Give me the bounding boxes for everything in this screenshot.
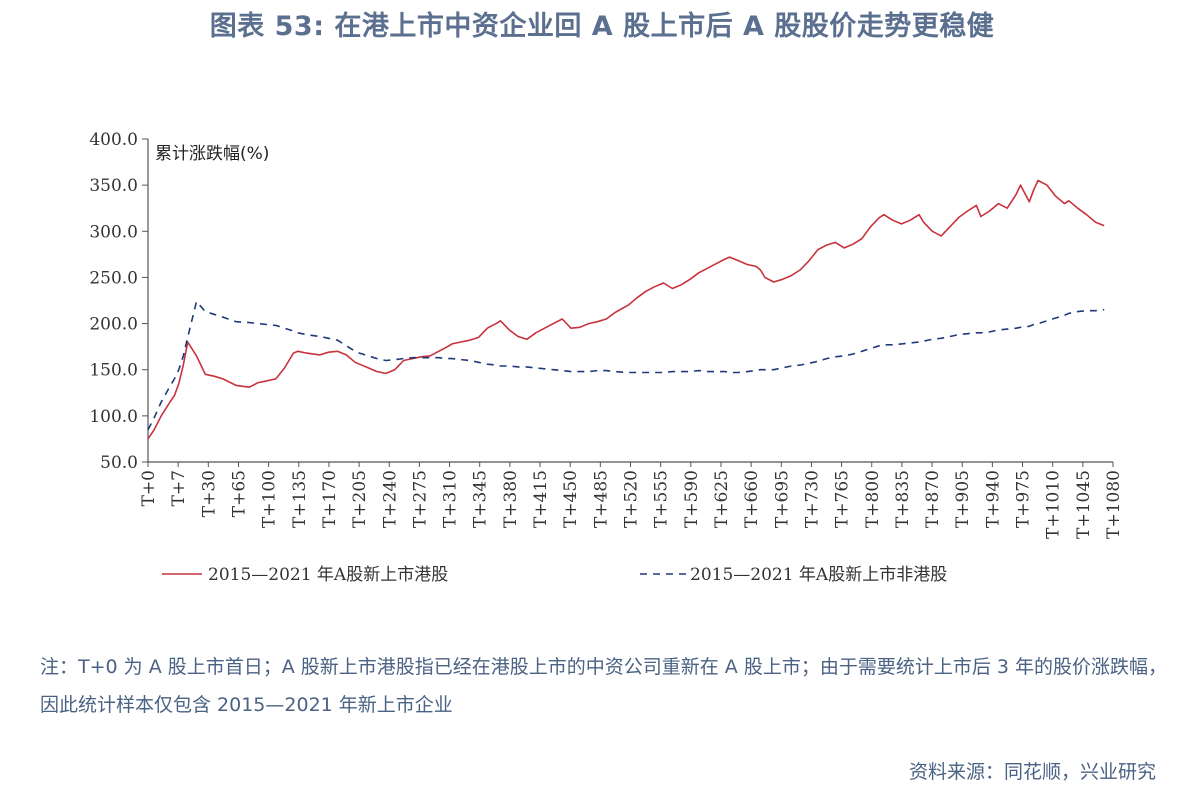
line-chart: 400.0350.0300.0250.0200.0150.0100.050.0 …	[89, 130, 1124, 585]
chart-title: 图表 53: 在港上市中资企业回 A 股上市后 A 股股价走势更稳健	[209, 11, 995, 42]
data-source: 资料来源：同花顺，兴业研究	[908, 761, 1156, 783]
y-axis-ticks: 400.0 350.0 300.0 250.0 200.0 150.0 100.0 50.0	[89, 130, 148, 473]
y-tick-label: 400.0	[89, 130, 138, 150]
x-tick-label: T+730	[802, 470, 822, 528]
series-line-1	[147, 179, 1105, 440]
x-tick-label: T+660	[742, 470, 762, 528]
x-tick-label: T+7	[169, 470, 189, 506]
x-axis-ticks: T+0 T+7 T+30 T+65 T+100 T+135 T+170 T+205 T+240 T…	[139, 462, 1124, 539]
x-tick-label: T+695	[772, 470, 792, 528]
y-axis-label: 累计涨跌幅(%)	[155, 144, 269, 164]
x-tick-label: T+345	[471, 470, 491, 528]
x-tick-label: T+870	[923, 470, 943, 528]
y-tick-label: 200.0	[89, 315, 138, 335]
x-tick-label: T+205	[350, 470, 370, 528]
x-tick-label: T+135	[290, 470, 310, 528]
x-tick-label: T+975	[1014, 470, 1034, 528]
x-tick-label: T+450	[561, 470, 581, 528]
x-tick-label: T+625	[712, 470, 732, 528]
legend: 2015—2021 年A股新上市港股 2015—2021 年A股新上市非港股	[162, 565, 947, 585]
y-tick-label: 250.0	[89, 268, 138, 288]
x-tick-label: T+415	[531, 470, 551, 528]
axes	[147, 139, 1113, 463]
x-tick-label: T+240	[380, 470, 400, 528]
series-line-2	[147, 300, 1105, 431]
x-tick-label: T+100	[260, 470, 280, 528]
x-tick-label: T+30	[199, 470, 219, 517]
x-tick-label: T+485	[591, 470, 611, 528]
y-tick-label: 300.0	[89, 222, 138, 242]
x-tick-label: T+170	[320, 470, 340, 528]
x-tick-label: T+1045	[1074, 470, 1094, 539]
x-tick-label: T+555	[652, 470, 672, 528]
chart-note: 注：T+0 为 A 股上市首日；A 股新上市港股指已经在港股上市的中资公司重新在…	[40, 656, 1168, 716]
x-tick-label: T+275	[410, 470, 430, 528]
legend-label-series-1: 2015—2021 年A股新上市港股	[208, 565, 448, 585]
y-tick-label: 350.0	[89, 176, 138, 196]
x-tick-label: T+310	[441, 470, 461, 528]
x-tick-label: T+1010	[1044, 470, 1064, 539]
x-tick-label: T+765	[833, 470, 853, 528]
x-tick-label: T+835	[893, 470, 913, 528]
x-tick-label: T+940	[983, 470, 1003, 528]
x-tick-label: T+0	[139, 470, 159, 506]
x-tick-label: T+520	[622, 470, 642, 528]
series-lines	[147, 179, 1105, 440]
legend-label-series-2: 2015—2021 年A股新上市非港股	[690, 565, 947, 585]
x-tick-label: T+800	[863, 470, 883, 528]
x-tick-label: T+1080	[1104, 470, 1124, 539]
x-tick-label: T+380	[501, 470, 521, 528]
y-tick-label: 100.0	[89, 407, 138, 427]
x-tick-label: T+905	[953, 470, 973, 528]
x-tick-label: T+590	[682, 470, 702, 528]
y-tick-label: 50.0	[100, 453, 138, 473]
y-tick-label: 150.0	[89, 361, 138, 381]
x-tick-label: T+65	[229, 470, 249, 517]
